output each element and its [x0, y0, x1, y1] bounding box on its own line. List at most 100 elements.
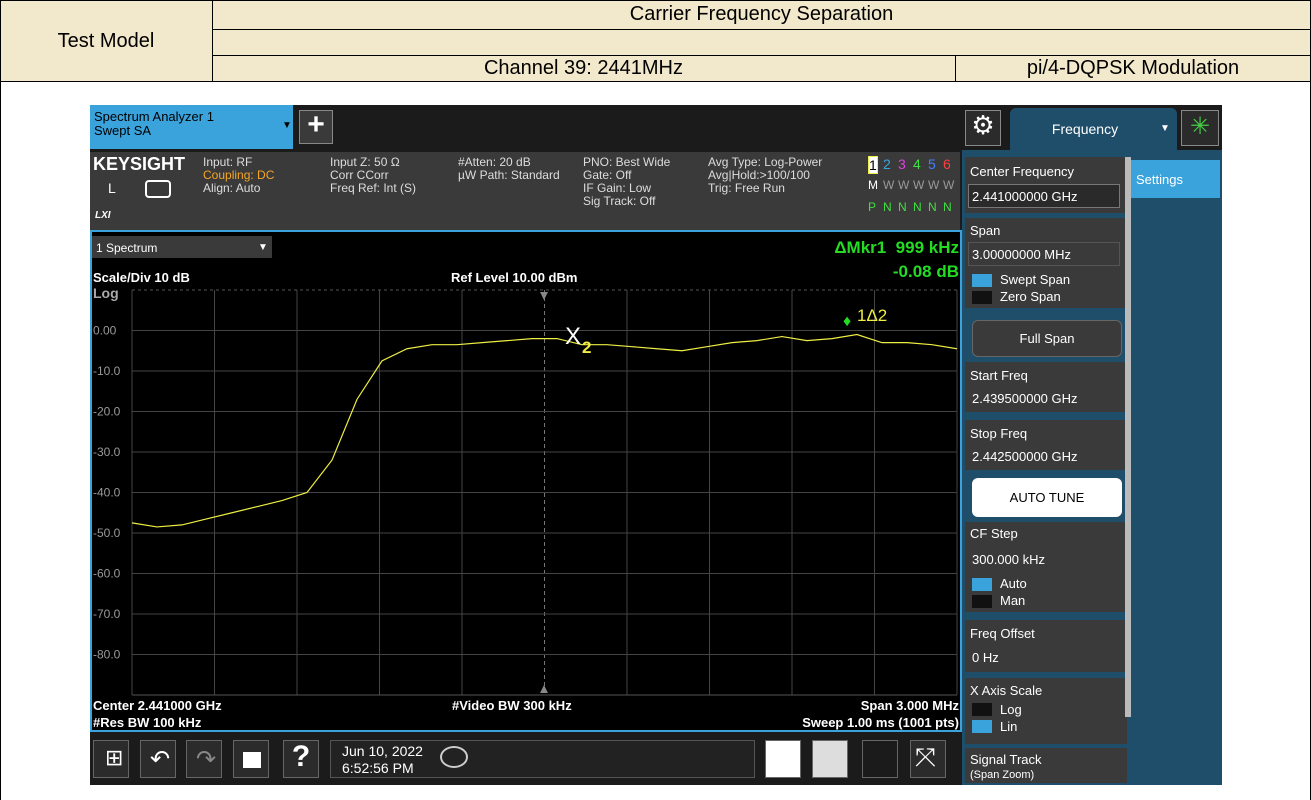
channel-cell	[212, 55, 956, 82]
undo-button[interactable]	[140, 740, 176, 778]
redo-icon: ↷	[196, 746, 217, 773]
setting: Coupling: DC	[203, 168, 275, 182]
add-button[interactable]	[299, 110, 333, 144]
option: Lin	[1000, 719, 1018, 734]
sweep: Sweep 1.00 ms (1001 pts)	[802, 715, 959, 730]
option: Log	[1000, 702, 1022, 717]
toggle-on	[972, 274, 992, 287]
trace	[131, 333, 958, 528]
trace-types: W	[943, 178, 955, 192]
button-label: Full Span	[1019, 331, 1075, 346]
marker-readout: ΔMkr1 999 kHz	[834, 238, 959, 258]
y-tick-label: -60.0	[93, 567, 121, 581]
tab[interactable]	[90, 105, 293, 149]
tab-arrow[interactable]: ▼	[282, 120, 292, 131]
folder-icon	[243, 752, 261, 768]
key-label: X Axis Scale	[970, 683, 1043, 698]
toggle-on	[972, 578, 992, 591]
modulation: pi/4-DQPSK Modulation	[1026, 57, 1240, 79]
windows-button[interactable]	[93, 740, 129, 778]
redo-button[interactable]	[186, 740, 222, 778]
trace-types: M	[868, 178, 878, 192]
key-value: (Span Zoom)	[970, 769, 1035, 781]
value-box	[968, 242, 1120, 266]
help-button[interactable]	[283, 740, 319, 778]
key-stop[interactable]	[965, 420, 1127, 472]
option: Swept Span	[1000, 272, 1071, 287]
key-label: Span	[970, 223, 1001, 238]
key-label: Freq Offset	[970, 626, 1035, 641]
toggle-off	[972, 703, 992, 716]
marker-amp: -0.08 dB	[892, 262, 959, 281]
key-x-scale[interactable]	[965, 678, 1127, 746]
trace-detectors: N	[928, 200, 937, 214]
add-label: +	[307, 108, 325, 141]
toggle-off	[972, 595, 992, 608]
menu-tab[interactable]	[1010, 108, 1177, 150]
tab-mode: Swept SA	[94, 123, 152, 138]
key-cf-step[interactable]	[965, 522, 1127, 614]
full-span-button[interactable]	[972, 320, 1122, 357]
key-offset[interactable]	[965, 620, 1127, 674]
zoom-button[interactable]	[910, 740, 946, 778]
window-label: 1 Spectrum	[96, 241, 158, 255]
trace-detectors: N	[913, 200, 922, 214]
trace-types: W	[883, 178, 895, 192]
trace-numbers: 3	[898, 156, 906, 172]
marker-delta: 1Δ2	[857, 306, 888, 325]
menu-arrow: ▼	[1160, 123, 1170, 134]
toggle-off	[972, 291, 992, 304]
window-select[interactable]	[92, 236, 272, 258]
layout-button[interactable]	[862, 740, 898, 778]
help-label: ?	[291, 740, 311, 773]
key-label: Signal Track	[970, 752, 1042, 767]
y-tick-label: -20.0	[93, 405, 121, 419]
setting: Input: RF	[203, 155, 253, 169]
y-tick-label: 0.00	[93, 324, 117, 338]
marker-freq: 999 kHz	[895, 238, 959, 257]
key-label: CF Step	[970, 526, 1018, 541]
brand-sub: L	[108, 180, 116, 196]
marker-diamond: ♦	[843, 313, 852, 330]
lxi: LXI	[95, 210, 111, 221]
brand: KEYSIGHT	[93, 154, 186, 174]
busy-icon: ✳	[1189, 113, 1211, 140]
y-tick-label: -10.0	[93, 364, 121, 378]
trace-types: W	[898, 178, 910, 192]
test-model-cell	[0, 0, 213, 82]
trace-types: W	[928, 178, 940, 192]
key-start[interactable]	[965, 362, 1127, 414]
key-value: 3.00000000 MHz	[972, 247, 1072, 262]
auto-tune-button[interactable]	[972, 478, 1122, 517]
trace-types: W	[913, 178, 925, 192]
res-bw: #Res BW 100 kHz	[93, 715, 202, 730]
span: Span 3.000 MHz	[860, 698, 959, 713]
settings-tab[interactable]	[1130, 160, 1220, 198]
message-icon[interactable]	[440, 746, 468, 768]
gear[interactable]	[965, 110, 1001, 146]
touch-button[interactable]	[812, 740, 848, 778]
trace-detectors: N	[883, 200, 892, 214]
key-signal-track[interactable]	[965, 748, 1127, 785]
setting: Avg Type: Log-Power	[708, 155, 823, 169]
info-bar	[90, 152, 960, 230]
marker-x-num: 2	[582, 338, 592, 357]
title: Carrier Frequency Separation	[629, 3, 894, 25]
trace-numbers: 4	[913, 156, 921, 172]
settings-label: Settings	[1136, 172, 1183, 187]
menu-title: Frequency	[1051, 121, 1119, 137]
trace-numbers: 6	[943, 156, 951, 172]
key-value: 2.439500000 GHz	[972, 391, 1078, 406]
marker-button[interactable]	[765, 740, 801, 778]
setting: Input Z: 50 Ω	[330, 155, 400, 169]
setting: Avg|Hold:>100/100	[708, 168, 810, 182]
setting: #Atten: 20 dB	[458, 155, 531, 169]
key-value: 2.442500000 GHz	[972, 449, 1078, 464]
y-tick-label: -50.0	[93, 526, 121, 540]
toggle-on	[972, 720, 992, 733]
setting: IF Gain: Low	[583, 181, 652, 195]
marker-x: X	[565, 323, 582, 350]
